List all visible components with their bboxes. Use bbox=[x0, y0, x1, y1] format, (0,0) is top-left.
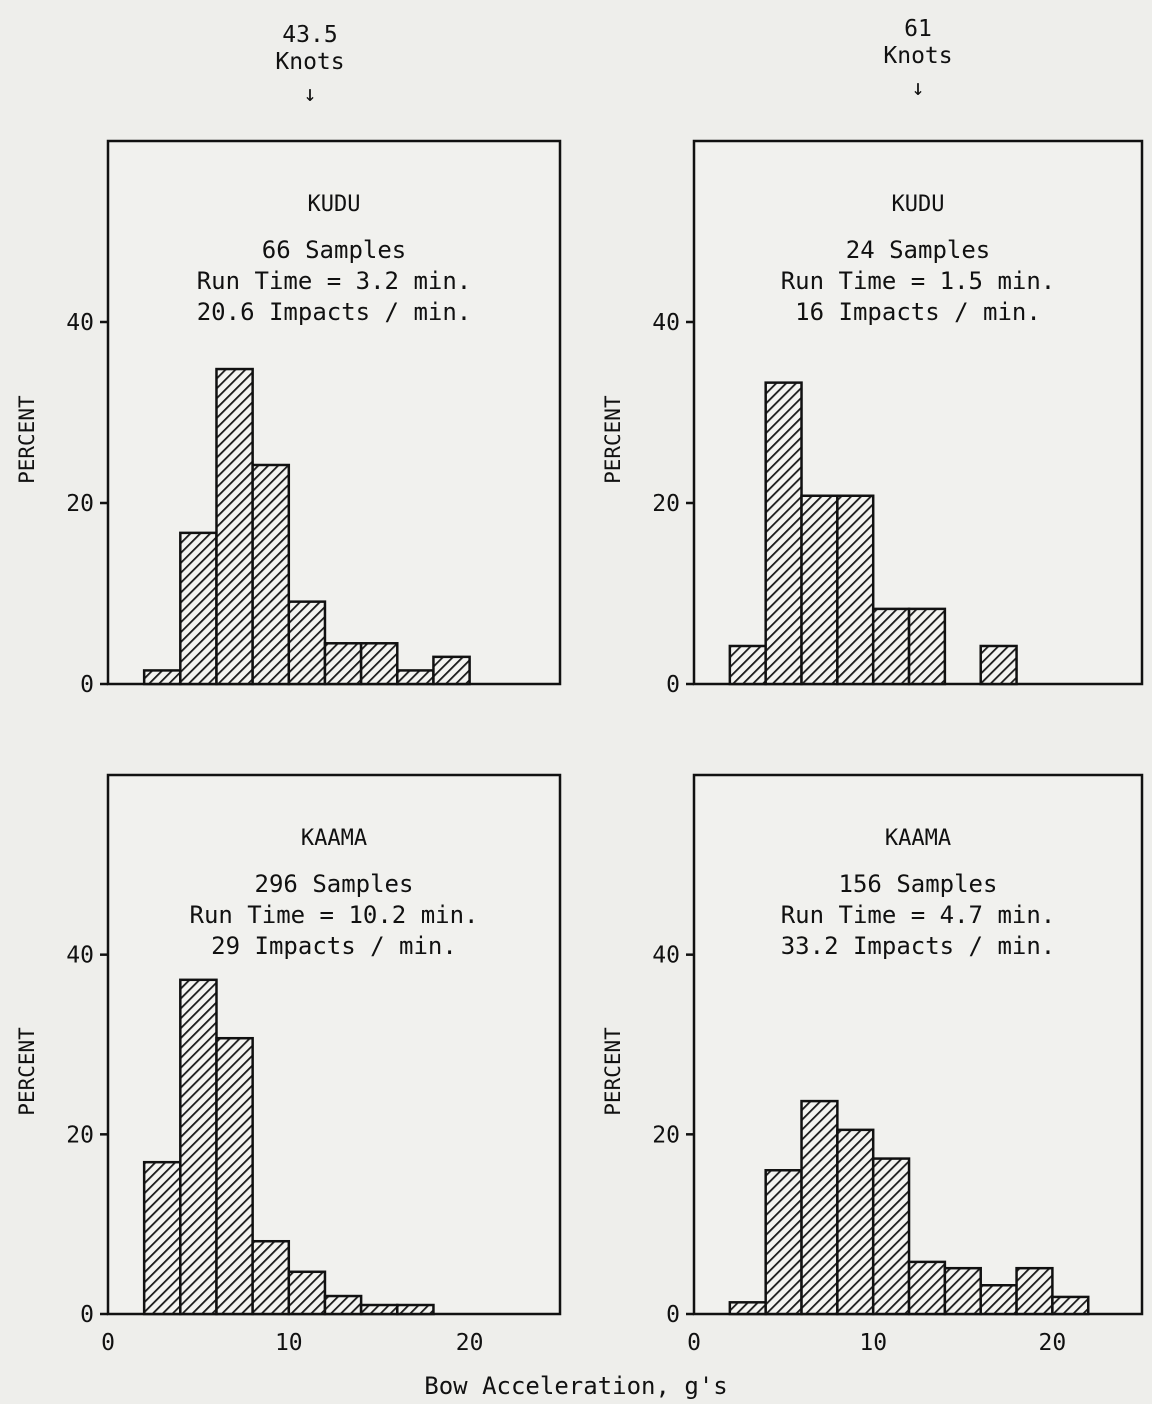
y-tick-label: 0 bbox=[80, 672, 94, 698]
x-axis-label: Bow Acceleration, g's bbox=[424, 1372, 728, 1400]
panel-annotation: 33.2 Impacts / min. bbox=[781, 932, 1056, 960]
y-axis-label: PERCENT bbox=[15, 395, 39, 484]
y-tick-label: 0 bbox=[80, 1302, 94, 1328]
panel-annotation: Run Time = 10.2 min. bbox=[190, 901, 479, 929]
histogram-bar bbox=[907, 607, 947, 686]
histogram-bar bbox=[764, 1169, 803, 1316]
column-header-right: 61 Knots ↓ bbox=[838, 16, 998, 102]
plot-frame bbox=[106, 139, 562, 686]
y-tick-label: 20 bbox=[66, 491, 94, 517]
speed-unit: Knots bbox=[275, 49, 345, 75]
panel-annotation: 16 Impacts / min. bbox=[795, 298, 1041, 326]
panel-annotation: 20.6 Impacts / min. bbox=[197, 298, 472, 326]
histogram-bar bbox=[836, 1128, 875, 1316]
panel-annotation: 296 Samples bbox=[255, 870, 414, 898]
arrow-down-icon: ↓ bbox=[303, 82, 317, 107]
histogram-bar bbox=[323, 1294, 363, 1316]
histogram-bar bbox=[1051, 1295, 1090, 1316]
histogram-bar bbox=[396, 669, 435, 686]
panel-annotation: Run Time = 1.5 min. bbox=[781, 267, 1056, 295]
speed-value: 61 bbox=[904, 16, 932, 42]
panel-title: KUDU bbox=[892, 192, 945, 217]
histogram-bar bbox=[323, 642, 363, 686]
y-tick-label: 40 bbox=[66, 310, 94, 336]
histogram-bar bbox=[800, 494, 839, 686]
y-tick-label: 20 bbox=[652, 1122, 680, 1148]
histogram-bar bbox=[142, 1160, 182, 1316]
x-tick-label: 0 bbox=[687, 1330, 701, 1356]
histogram-bar bbox=[728, 1301, 767, 1316]
panel-annotation: Run Time = 3.2 min. bbox=[197, 267, 472, 295]
x-tick-label: 10 bbox=[859, 1330, 887, 1356]
histogram-bar bbox=[800, 1099, 839, 1316]
y-tick-label: 0 bbox=[666, 1302, 680, 1328]
histogram-bar bbox=[359, 642, 399, 686]
panel-annotation: 24 Samples bbox=[846, 236, 991, 264]
panel-title: KUDU bbox=[308, 192, 361, 217]
x-tick-label: 20 bbox=[1039, 1330, 1067, 1356]
plot-frame bbox=[692, 773, 1144, 1316]
chart-panel-top-right: 0 20 40 PERCENT KUDU 24 Samples Run Time = 1.5… bbox=[601, 139, 1144, 698]
histogram-bar bbox=[432, 655, 471, 686]
x-tick-label: 0 bbox=[101, 1330, 115, 1356]
chart-panel-top-left: 0 20 40 PERCENT KUDU 66 Samples Run Time = 3.2… bbox=[15, 139, 562, 698]
histogram-bar bbox=[287, 1270, 327, 1316]
panel-annotation: 66 Samples bbox=[262, 236, 407, 264]
x-tick-label: 10 bbox=[275, 1330, 303, 1356]
panel-title: KAAMA bbox=[885, 826, 951, 851]
y-tick-label: 40 bbox=[66, 943, 94, 969]
histogram-bar bbox=[943, 1266, 982, 1316]
y-tick-label: 20 bbox=[66, 1122, 94, 1148]
histogram-bar bbox=[979, 1284, 1018, 1316]
histogram-bar bbox=[359, 1303, 399, 1316]
chart-panel-bottom-right: 0 20 40 0 10 20 PERCENT KAAMA 156 Samples Run Tim… bbox=[601, 773, 1144, 1356]
y-axis-label: PERCENT bbox=[15, 1027, 39, 1116]
histogram-bar bbox=[179, 531, 218, 686]
histogram-bar bbox=[728, 644, 767, 686]
y-tick-label: 40 bbox=[652, 310, 680, 336]
histogram-bar bbox=[979, 644, 1018, 686]
arrow-down-icon: ↓ bbox=[911, 76, 925, 101]
histogram-bar bbox=[215, 367, 254, 686]
histogram-bar bbox=[764, 381, 803, 686]
histogram-bar bbox=[251, 1239, 291, 1316]
speed-value: 43.5 bbox=[282, 22, 338, 48]
panel-annotation: 29 Impacts / min. bbox=[211, 932, 457, 960]
histogram-bar bbox=[251, 463, 291, 686]
y-tick-label: 0 bbox=[666, 672, 680, 698]
panel-title: KAAMA bbox=[301, 826, 367, 851]
plot-frame bbox=[692, 139, 1144, 686]
histogram-bar bbox=[179, 978, 218, 1316]
histogram-bar bbox=[1015, 1266, 1054, 1316]
y-tick-label: 40 bbox=[652, 943, 680, 969]
y-axis-label: PERCENT bbox=[601, 395, 625, 484]
histogram-bar bbox=[836, 494, 875, 686]
histogram-bar bbox=[287, 600, 327, 686]
x-tick-label: 20 bbox=[456, 1330, 484, 1356]
histogram-bar bbox=[396, 1303, 435, 1316]
column-header-left: 43.5 Knots ↓ bbox=[230, 22, 390, 108]
histogram-bar bbox=[871, 1157, 911, 1316]
histogram-bar bbox=[142, 669, 182, 686]
panel-annotation: 156 Samples bbox=[839, 870, 998, 898]
chart-panel-bottom-left: 0 20 40 0 10 20 PERCENT KAAMA 296 Samples Run Tim… bbox=[15, 773, 562, 1356]
speed-unit: Knots bbox=[883, 43, 953, 69]
histogram-bar bbox=[215, 1036, 254, 1316]
y-axis-label: PERCENT bbox=[601, 1027, 625, 1116]
histogram-bar bbox=[871, 607, 911, 686]
histogram-bar bbox=[907, 1260, 947, 1316]
y-tick-label: 20 bbox=[652, 491, 680, 517]
panel-annotation: Run Time = 4.7 min. bbox=[781, 901, 1056, 929]
